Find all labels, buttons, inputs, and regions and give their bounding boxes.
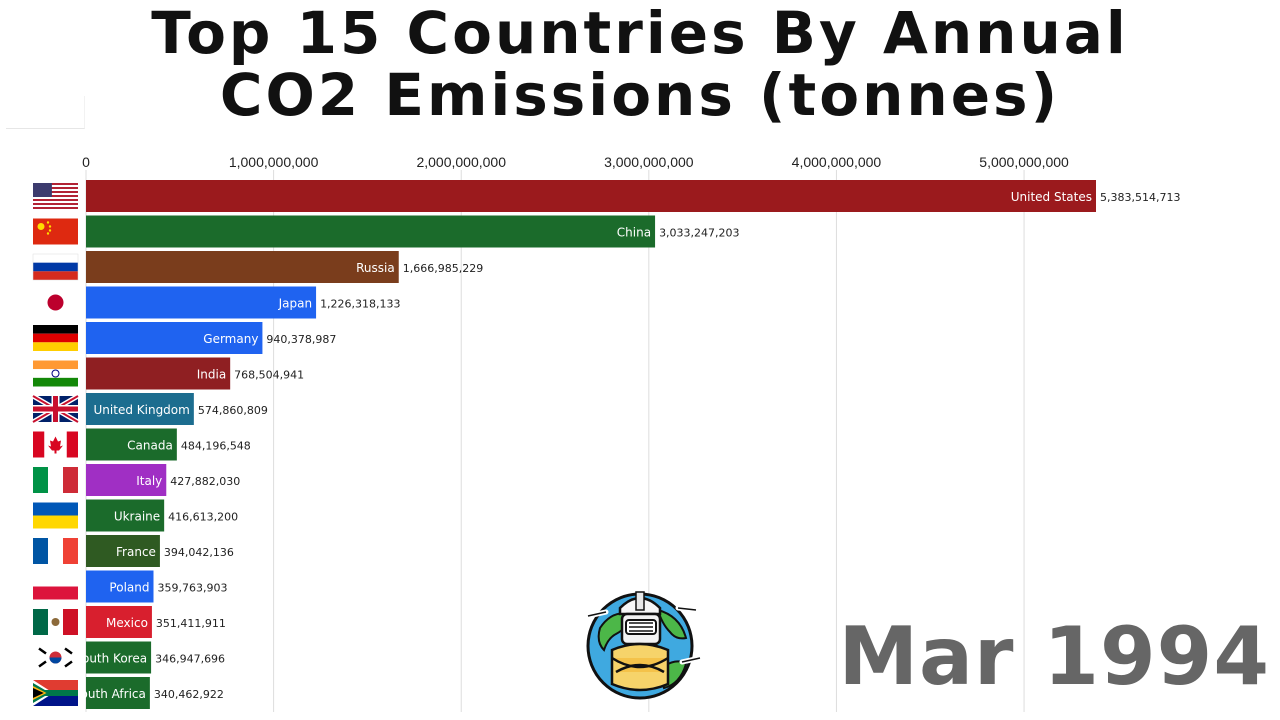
- bar-value-label: 940,378,987: [266, 333, 336, 346]
- bar: [86, 322, 263, 354]
- bar-value-label: 427,882,030: [170, 475, 240, 488]
- bar-category-label: Canada: [127, 439, 173, 453]
- bar-category-label: Japan: [278, 297, 312, 311]
- bar-value-label: 346,947,696: [155, 653, 225, 666]
- it-flag-icon: [33, 467, 78, 493]
- bar-category-label: India: [197, 368, 226, 382]
- x-tick-label: 3,000,000,000: [604, 154, 694, 170]
- bar-value-label: 340,462,922: [154, 688, 224, 701]
- bar: [86, 464, 167, 496]
- bar: [86, 251, 399, 283]
- bar: [86, 499, 165, 532]
- bar-value-label: 768,504,941: [234, 369, 304, 382]
- x-tick-label: 5,000,000,000: [979, 154, 1069, 170]
- bar-value-label: 574,860,809: [198, 404, 268, 417]
- bar: [86, 180, 1096, 212]
- jp-flag-icon: [33, 289, 78, 316]
- za-flag-icon: [33, 680, 78, 706]
- chart-title-line1: Top 15 Countries By Annual: [151, 0, 1129, 67]
- bar: [86, 286, 317, 319]
- bar: [86, 641, 152, 674]
- bar: [86, 570, 154, 603]
- x-tick-label: 1,000,000,000: [229, 154, 319, 170]
- bar-category-label: Italy: [136, 474, 162, 488]
- bar-category-label: Germany: [203, 332, 258, 346]
- de-flag-icon: [33, 325, 78, 351]
- bar-value-label: 416,613,200: [168, 511, 238, 524]
- bar: [86, 428, 177, 461]
- ru-flag-icon: [32, 253, 79, 281]
- cn-flag-icon: [33, 218, 78, 245]
- bar-value-label: 3,033,247,203: [659, 227, 739, 240]
- bar: [86, 606, 152, 638]
- bar: [86, 215, 656, 248]
- mx-flag-icon: [33, 609, 78, 635]
- chart-title: Top 15 Countries By Annual CO2 Emissions…: [0, 2, 1280, 126]
- fr-flag-icon: [33, 538, 78, 564]
- us-flag-icon: [33, 183, 78, 209]
- ca-flag-icon: [33, 431, 78, 458]
- bar-value-label: 351,411,911: [156, 617, 226, 630]
- bar-value-label: 1,226,318,133: [320, 298, 400, 311]
- flags: [31, 183, 80, 706]
- robot-globe-mascot-icon: [585, 591, 702, 700]
- bar-category-label: South Africa: [73, 687, 146, 701]
- grid-lines: [85, 170, 1025, 712]
- bar-value-label: 359,763,903: [157, 582, 227, 595]
- x-tick-label: 2,000,000,000: [416, 154, 506, 170]
- gb-flag-icon: [31, 393, 80, 425]
- bar: [86, 677, 150, 709]
- in-flag-icon: [33, 360, 78, 387]
- x-tick-label: 4,000,000,000: [792, 154, 882, 170]
- pl-flag-icon: [33, 573, 78, 600]
- bar: [86, 357, 231, 390]
- bar-category-label: United States: [1011, 190, 1092, 204]
- bar-value-label: 484,196,548: [181, 440, 251, 453]
- bar-value-label: 1,666,985,229: [403, 262, 483, 275]
- x-tick-label: 0: [82, 154, 90, 170]
- bar-value-label: 394,042,136: [164, 546, 234, 559]
- bar-category-label: China: [617, 226, 651, 240]
- bars: United States 5,383,514,713 China 3,033,247…: [73, 180, 1180, 709]
- bar-category-label: South Korea: [74, 652, 147, 666]
- bar-category-label: France: [116, 545, 156, 559]
- date-label: Mar 1994: [838, 610, 1270, 703]
- x-axis-ticks: 0 1,000,000,000 2,000,000,000 3,000,000,000…: [82, 154, 1069, 170]
- bar-category-label: United Kingdom: [94, 403, 190, 417]
- ua-flag-icon: [33, 502, 78, 529]
- kr-flag-icon: [33, 644, 78, 671]
- bar-category-label: Ukraine: [114, 510, 160, 524]
- chart-title-line2: CO2 Emissions (tonnes): [219, 61, 1061, 129]
- bar-category-label: Poland: [109, 581, 149, 595]
- bar-value-label: 5,383,514,713: [1100, 191, 1180, 204]
- bar: [86, 535, 160, 567]
- bar: [86, 393, 194, 425]
- corner-box: [6, 96, 85, 129]
- bar-category-label: Russia: [356, 261, 395, 275]
- bar-category-label: Mexico: [106, 616, 148, 630]
